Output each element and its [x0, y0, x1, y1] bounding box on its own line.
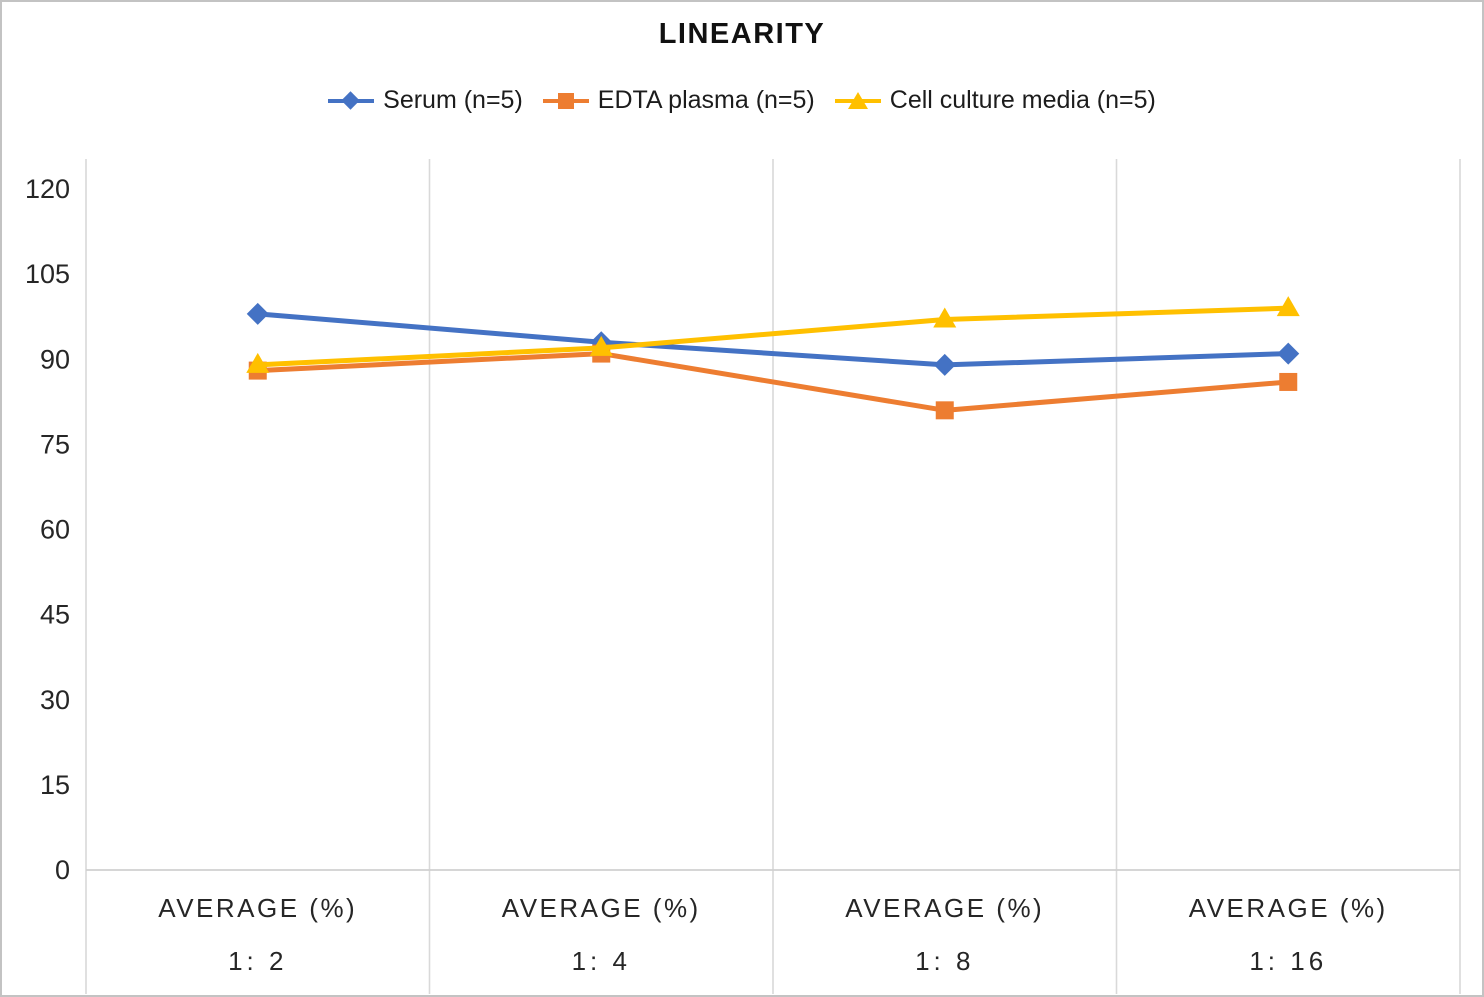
- legend-label-cell-culture: Cell culture media (n=5): [889, 86, 1156, 114]
- diamond-marker: [246, 302, 269, 325]
- y-tick-label: 30: [40, 685, 70, 715]
- y-tick-label: 105: [25, 259, 70, 289]
- legend-label-serum: Serum (n=5): [383, 86, 523, 114]
- triangle-marker: [589, 335, 613, 356]
- legend: Serum (n=5) EDTA plasma (n=5) Cell cultu…: [2, 86, 1482, 115]
- triangle-marker: [1276, 296, 1300, 317]
- square-marker: [935, 401, 954, 420]
- legend-item-cell-culture: Cell culture media (n=5): [834, 86, 1156, 115]
- x-category-label-line1: AVERAGE (%): [502, 893, 701, 923]
- cell-culture-line-triangle-icon: [834, 89, 881, 113]
- series-line-serum-n-5: [255, 311, 1291, 368]
- triangle-marker: [933, 307, 957, 328]
- square-marker: [1279, 372, 1298, 391]
- y-tick-label: 60: [40, 515, 70, 545]
- series-line-cell-culture-media-n-5: [255, 305, 1291, 368]
- y-tick-label: 0: [55, 855, 70, 885]
- legend-item-edta-plasma: EDTA plasma (n=5): [542, 86, 815, 115]
- y-tick-label: 120: [25, 174, 70, 204]
- diamond-marker: [933, 353, 956, 376]
- serum-line-diamond-icon: [328, 89, 375, 113]
- chart-title: LINEARITY: [658, 18, 826, 50]
- y-tick-label: 15: [40, 770, 70, 800]
- series-line-edta-plasma-n-5: [255, 351, 1291, 413]
- series-serum-n-5: [246, 302, 1300, 376]
- series-cell-culture-media-n-5: [246, 296, 1300, 373]
- x-category-label-line2: 1: 16: [1249, 946, 1327, 976]
- x-axis-labels: AVERAGE (%) 1: 2 AVERAGE (%) 1: 4 AVERAGE (%…: [158, 893, 1388, 976]
- legend-label-edta-plasma: EDTA plasma (n=5): [597, 86, 815, 114]
- x-category-label-line2: 1: 4: [572, 946, 631, 976]
- diamond-marker: [1277, 342, 1300, 365]
- y-tick-label: 90: [40, 344, 70, 374]
- x-category-label-line2: 1: 8: [915, 946, 974, 976]
- gridlines: [85, 159, 1461, 994]
- y-tick-label: 75: [40, 429, 70, 459]
- triangle-marker: [246, 352, 270, 373]
- legend-item-serum: Serum (n=5): [328, 86, 523, 115]
- x-category-label-line1: AVERAGE (%): [158, 893, 357, 923]
- y-tick-label: 45: [40, 600, 70, 630]
- x-category-label-line1: AVERAGE (%): [845, 893, 1044, 923]
- x-category-label-line1: AVERAGE (%): [1189, 893, 1388, 923]
- x-category-label-line2: 1: 2: [228, 946, 287, 976]
- edta-line-square-icon: [542, 89, 589, 113]
- y-axis-labels: 0 15 30 45 60 75 90 105 120: [25, 174, 70, 885]
